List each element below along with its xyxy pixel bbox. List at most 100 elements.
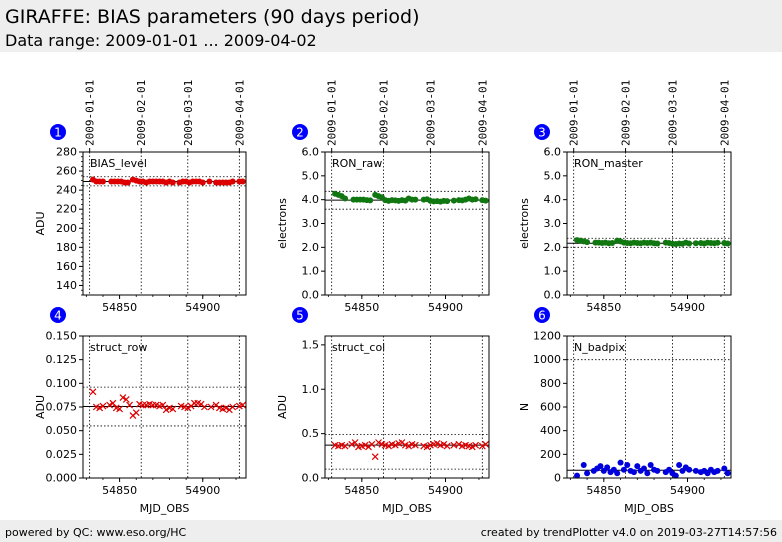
data-point-stroke <box>177 402 185 410</box>
y-tick-label: 800 <box>540 377 561 390</box>
chart-panel-3: 0.0 1.0 2.0 3.0 4.0 5.0 6.0 54850 54900 2009-01-0… <box>518 80 732 314</box>
data-point <box>609 240 616 247</box>
data-point <box>644 470 651 477</box>
y-tick-label: 180 <box>56 241 77 254</box>
y-tick-label: 6.0 <box>544 146 562 159</box>
data-point <box>724 240 731 247</box>
data-point-stroke <box>239 401 247 409</box>
data-point <box>617 459 624 466</box>
data-point <box>391 441 399 449</box>
data-point-stroke <box>197 400 205 408</box>
axes-frame <box>324 151 490 296</box>
data-point-stroke <box>361 441 369 449</box>
axes-frame <box>82 151 247 296</box>
y-tick-label: 0.100 <box>46 377 78 390</box>
data-point <box>450 197 457 204</box>
chart-panel-2: 0.0 1.0 2.0 3.0 4.0 5.0 6.0 54850 54900 2009-01-0… <box>276 80 490 314</box>
y-axis-label: electrons <box>276 198 289 249</box>
data-point-stroke <box>443 442 451 450</box>
x-tick-label: 54900 <box>670 484 705 497</box>
y-tick-label: 5.0 <box>544 169 562 182</box>
y-tick-label: 4.0 <box>544 193 562 206</box>
data-point <box>200 403 208 411</box>
y-tick-label: 260 <box>56 165 77 178</box>
data-point <box>119 394 127 401</box>
data-point-stroke <box>420 442 428 450</box>
data-point <box>361 441 369 449</box>
data-point-stroke <box>116 405 124 413</box>
data-point <box>411 441 419 449</box>
data-point-stroke <box>375 439 382 446</box>
footer-created-by: created by trendPlotter v4.0 on 2019-03-… <box>480 526 777 539</box>
y-tick-label: 0.000 <box>46 472 78 485</box>
data-point-stroke <box>468 443 476 451</box>
panel-number-badge: 1 <box>50 124 66 140</box>
footer-bar <box>0 520 782 542</box>
data-point-stroke <box>222 404 230 412</box>
data-point-stroke <box>152 401 160 409</box>
y-axis-label: ADU <box>34 211 47 235</box>
chart-panel-1: 140 160 180 200 220 240 260 280 54850 54900 2009-0… <box>34 80 247 314</box>
data-point <box>239 178 246 185</box>
y-tick-label: 1.0 <box>544 265 562 278</box>
top-date-label: 2009-04-01 <box>233 80 246 146</box>
badge-number: 2 <box>296 126 304 140</box>
data-point-stroke <box>423 443 431 451</box>
data-point <box>604 464 611 471</box>
data-point <box>630 469 637 476</box>
data-point-stroke <box>378 440 386 448</box>
data-point-stroke <box>89 388 97 396</box>
data-point <box>634 463 641 470</box>
data-point <box>468 443 476 451</box>
data-point <box>444 198 451 205</box>
panel-number-badge: 3 <box>534 124 550 140</box>
x-tick-label: 54850 <box>586 484 621 497</box>
data-point <box>159 401 167 409</box>
data-point-stroke <box>455 440 463 448</box>
data-point <box>640 465 647 472</box>
x-tick-label: 54900 <box>185 301 220 314</box>
y-tick-label: 1.5 <box>302 338 320 351</box>
badge-circle <box>50 307 66 323</box>
data-point <box>597 463 604 470</box>
data-point-stroke <box>112 404 120 412</box>
data-point <box>724 470 731 477</box>
panel-label: BIAS_level <box>90 157 147 170</box>
top-date-label: 2009-04-01 <box>718 80 731 146</box>
y-tick-label: 1200 <box>533 330 561 343</box>
data-point <box>714 467 721 474</box>
data-point <box>620 466 627 473</box>
panel-label: RON_master <box>574 157 643 170</box>
data-point-stroke <box>401 441 409 449</box>
y-tick-label: 0.075 <box>46 401 78 414</box>
data-point <box>584 239 591 246</box>
data-point <box>654 467 661 474</box>
data-point <box>686 240 693 247</box>
data-point-stroke <box>405 442 413 450</box>
data-point <box>423 443 431 451</box>
top-date-label: 2009-03-01 <box>666 80 679 146</box>
data-point-stroke <box>215 404 223 412</box>
data-point <box>584 470 591 477</box>
data-point <box>191 399 198 407</box>
data-point <box>412 196 419 203</box>
data-point <box>222 404 230 412</box>
data-point-stroke <box>96 404 104 412</box>
data-point-stroke <box>119 394 127 401</box>
data-point <box>348 440 356 448</box>
panel-label: struct_col <box>332 341 385 354</box>
axes-frame <box>566 335 732 479</box>
data-point <box>99 178 106 185</box>
y-axis-label: ADU <box>34 395 47 419</box>
chart-panel-4: 0.000 0.025 0.050 0.075 0.100 0.125 0.150 54850… <box>34 307 247 515</box>
data-point-stroke <box>385 442 393 450</box>
x-axis-label: MJD_OBS <box>140 502 190 515</box>
header-bar <box>0 0 782 52</box>
x-tick-label: 54850 <box>344 301 379 314</box>
data-point <box>686 466 693 473</box>
data-point-stroke <box>229 403 237 411</box>
y-tick-label: 1.0 <box>302 265 320 278</box>
y-tick-label: 200 <box>540 448 561 461</box>
data-point-stroke <box>465 442 473 450</box>
data-point-stroke <box>99 402 107 410</box>
